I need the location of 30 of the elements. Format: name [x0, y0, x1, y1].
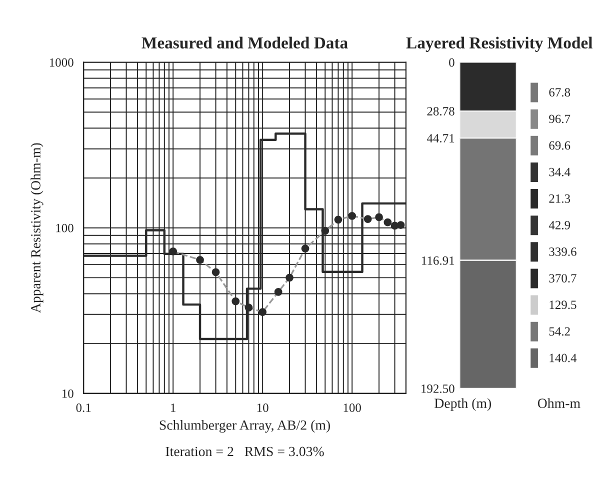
y-tick-label: 0	[449, 58, 454, 67]
y-tick-label: 116.91	[422, 256, 454, 265]
legend-label: 96.7	[549, 114, 570, 124]
x-tick-label: 100	[344, 404, 361, 412]
y-axis-title: Depth (m)	[434, 398, 492, 411]
legend-label: 21.3	[549, 194, 570, 203]
legend-label: 69.6	[549, 141, 570, 150]
legend-label: 34.4	[549, 168, 570, 176]
legend-label: 339.6	[549, 248, 576, 256]
legend-label: 129.5	[550, 300, 576, 310]
x-axis-title: Ohm-m	[538, 398, 580, 408]
chart-title: Layered Resistivity Model	[406, 36, 592, 52]
chart-title: Measured and Modeled Data	[142, 36, 348, 49]
y-tick-label: 10	[62, 389, 74, 398]
y-tick-label: 44.71	[426, 134, 454, 143]
y-tick-label: 192.50	[422, 384, 454, 393]
legend-label: 67.8	[549, 88, 570, 97]
x-axis-title: Schlumberger Array, AB/2 (m)	[160, 420, 330, 433]
legend-label: 140.4	[550, 354, 577, 362]
x-tick-label: 0.1	[76, 404, 91, 412]
legend-label: 42.9	[548, 220, 570, 230]
y-axis-title: Apparent Resistivity (Ohm-m)	[30, 143, 44, 313]
x-tick-label: 10	[257, 404, 268, 412]
y-tick-label: 100	[56, 224, 74, 232]
text: Iteration = 2 RMS = 3.03%	[166, 446, 324, 456]
legend-label: 54.2	[549, 327, 570, 336]
legend-label: 370.7	[549, 274, 576, 283]
x-tick-label: 1	[171, 404, 176, 412]
y-tick-label: 28.78	[427, 107, 454, 116]
y-tick-label: 1000	[50, 58, 74, 67]
